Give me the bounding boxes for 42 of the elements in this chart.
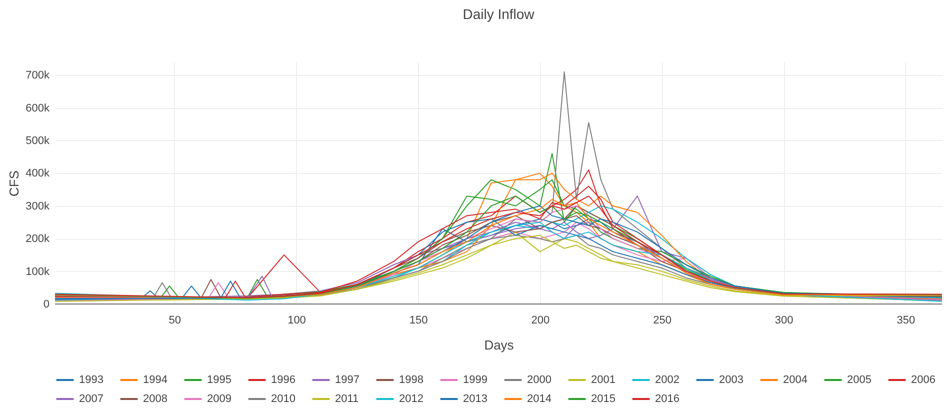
y-tick-label: 600k bbox=[26, 102, 50, 114]
legend-label: 2009 bbox=[207, 393, 232, 405]
y-tick-label: 700k bbox=[26, 70, 50, 82]
legend-label: 1994 bbox=[143, 374, 168, 386]
x-axis-title: Days bbox=[484, 338, 514, 352]
legend-label: 2006 bbox=[911, 374, 936, 386]
legend-label: 1999 bbox=[463, 374, 488, 386]
legend-label: 2015 bbox=[591, 393, 616, 405]
y-tick-label: 300k bbox=[26, 200, 50, 212]
x-tick-label: 200 bbox=[531, 314, 550, 326]
legend-label: 2004 bbox=[783, 374, 808, 386]
y-tick-label: 0 bbox=[43, 298, 50, 310]
legend-label: 2003 bbox=[719, 374, 744, 386]
legend-label: 2007 bbox=[79, 393, 104, 405]
chart-title: Daily Inflow bbox=[462, 6, 536, 22]
legend-label: 2000 bbox=[527, 374, 552, 386]
y-axis-title: CFS bbox=[6, 170, 22, 196]
x-tick-label: 50 bbox=[168, 314, 182, 326]
legend-label: 2016 bbox=[655, 393, 680, 405]
legend-label: 2001 bbox=[591, 374, 616, 386]
legend-label: 1995 bbox=[207, 374, 232, 386]
legend-label: 2002 bbox=[655, 374, 680, 386]
legend-label: 2008 bbox=[143, 393, 168, 405]
x-tick-label: 150 bbox=[409, 314, 428, 326]
legend-label: 1997 bbox=[335, 374, 360, 386]
x-tick-label: 250 bbox=[653, 314, 672, 326]
x-tick-label: 100 bbox=[288, 314, 306, 326]
legend-label: 2014 bbox=[527, 393, 552, 405]
x-tick-label: 300 bbox=[774, 314, 794, 326]
legend-label: 2013 bbox=[463, 393, 488, 405]
x-tick-label: 350 bbox=[896, 314, 916, 326]
legend-label: 2010 bbox=[271, 393, 296, 405]
legend-label: 2011 bbox=[335, 393, 359, 405]
legend-label: 1998 bbox=[399, 374, 424, 386]
legend-label: 2005 bbox=[847, 374, 872, 386]
y-tick-label: 500k bbox=[26, 134, 50, 147]
y-tick-label: 100k bbox=[26, 266, 50, 278]
legend-label: 1996 bbox=[271, 374, 296, 386]
y-tick-label: 400k bbox=[26, 168, 50, 180]
legend-label: 1993 bbox=[79, 374, 104, 386]
y-tick-label: 200k bbox=[26, 233, 50, 246]
legend-label: 2012 bbox=[399, 393, 424, 405]
